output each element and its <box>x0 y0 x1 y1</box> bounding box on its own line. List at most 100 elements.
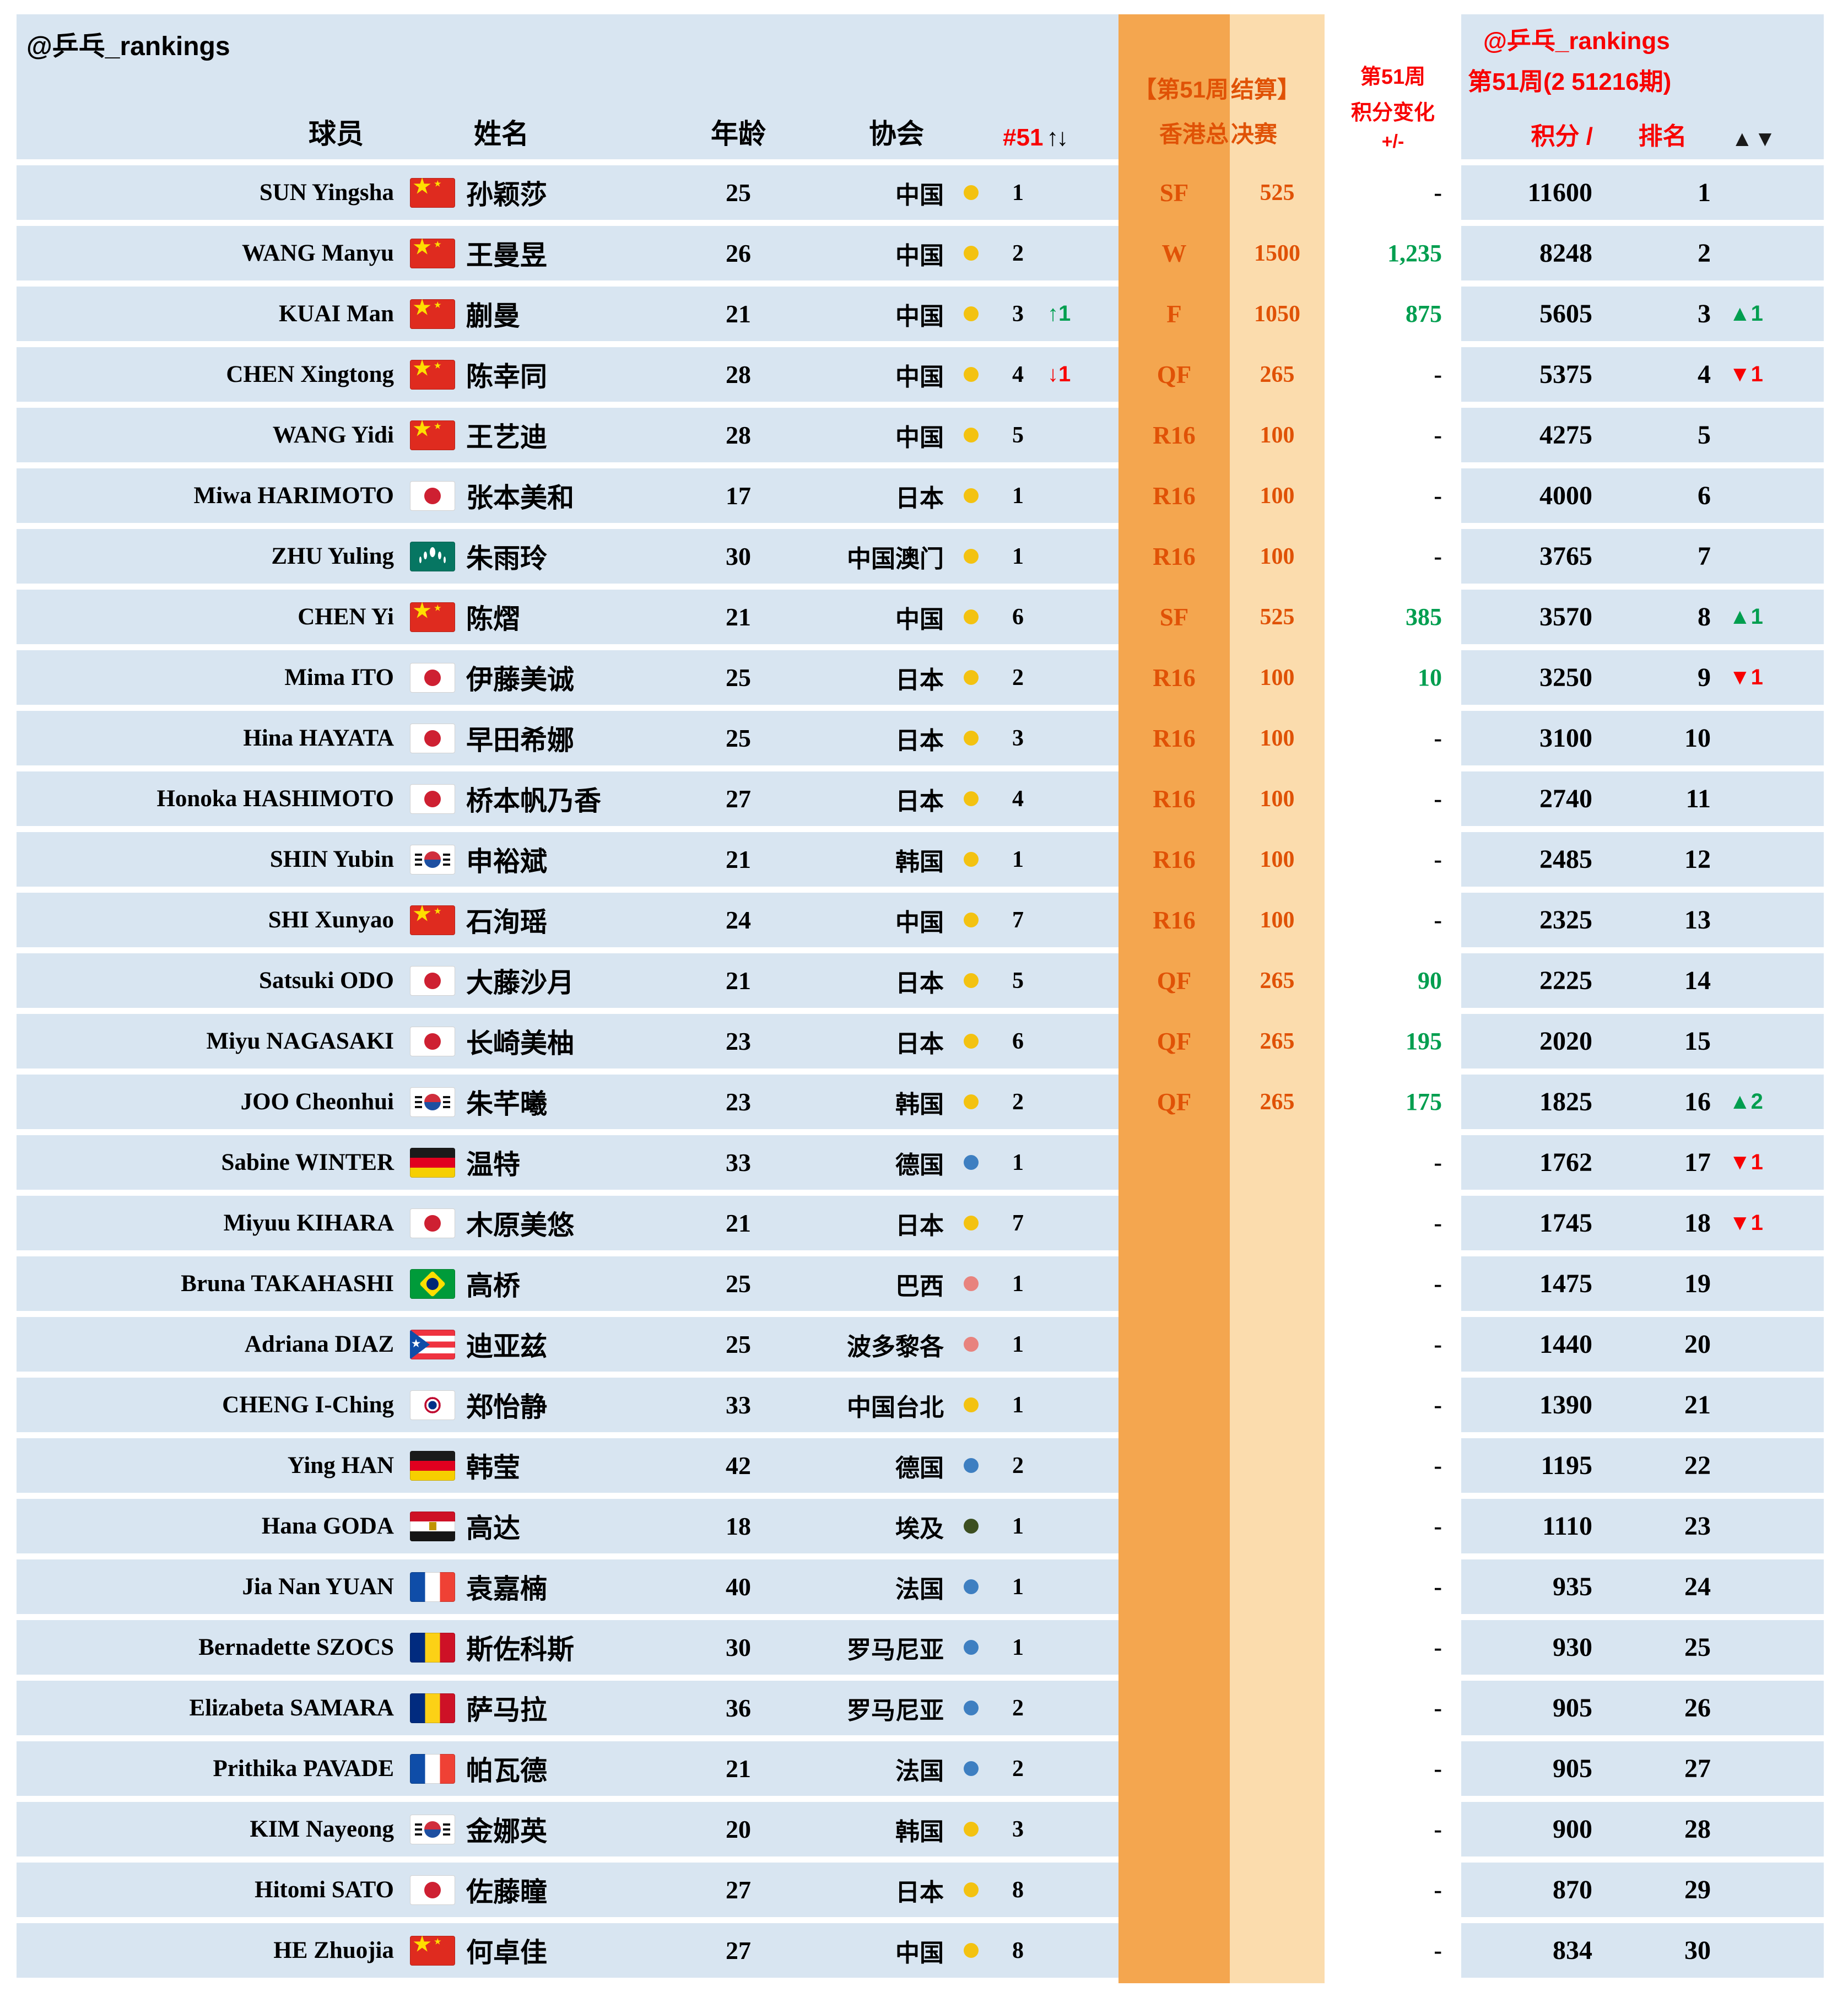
continent-dot <box>964 1761 979 1776</box>
week-points-change: - <box>1434 1270 1442 1297</box>
col-header-right-block: @乒乓_rankings 第51周(2 51216期) 积分 / 排名 ▲▼ <box>1461 14 1824 159</box>
flag-ro-icon <box>410 1693 455 1723</box>
flag-jp-icon <box>410 481 455 511</box>
event-points: 100 <box>1260 907 1295 933</box>
flag-fr-icon <box>410 1753 455 1784</box>
player-name-cn: 萨马拉 <box>463 1681 694 1735</box>
week-points-change: - <box>1434 1331 1442 1358</box>
world-rank: 8 <box>1601 590 1725 644</box>
flag-cn-icon <box>410 905 455 935</box>
association-rank: 3 <box>992 1802 1044 1856</box>
player-name-en: Mima ITO <box>17 650 402 705</box>
player-name-cn: 张本美和 <box>463 468 694 523</box>
flag-cell <box>402 650 463 705</box>
week-points-change: - <box>1434 1452 1442 1479</box>
association-name: 法国 <box>782 1559 950 1614</box>
flag-cell <box>402 953 463 1008</box>
world-rank: 22 <box>1601 1438 1725 1493</box>
player-name-cn: 早田希娜 <box>463 711 694 765</box>
table-row: Mima ITO 伊藤美诚 25 日本 2 R16 100 10 3250 9 … <box>17 650 1824 705</box>
world-rank: 17 <box>1601 1135 1725 1190</box>
rank-change-arrows-icon: ▲▼ <box>1731 127 1777 151</box>
flag-cell <box>402 1378 463 1432</box>
world-rank: 13 <box>1601 893 1725 947</box>
points-change-header-line2: 积分变化 <box>1350 101 1435 125</box>
association-rank: 6 <box>992 590 1044 644</box>
player-age: 17 <box>694 468 782 523</box>
player-name-en: SHIN Yubin <box>17 832 402 887</box>
player-age: 20 <box>694 1802 782 1856</box>
player-name-en: CHEN Xingtong <box>17 347 402 402</box>
association-rank-change <box>1044 1559 1118 1614</box>
flag-cn-icon <box>410 177 455 208</box>
player-age: 21 <box>694 590 782 644</box>
player-name-en: KIM Nayeong <box>17 1802 402 1856</box>
total-points: 8248 <box>1461 226 1601 280</box>
association-rank: 5 <box>992 408 1044 462</box>
event-round: W <box>1161 239 1187 267</box>
flag-cell <box>402 1196 463 1250</box>
event-points: 100 <box>1260 543 1295 569</box>
association-rank-change <box>1044 1802 1118 1856</box>
total-points: 1195 <box>1461 1438 1601 1493</box>
player-age: 30 <box>694 1620 782 1675</box>
total-points: 2020 <box>1461 1014 1601 1068</box>
table-row: ZHU Yuling 朱雨玲 30 中国澳门 1 R16 100 - 3765 … <box>17 529 1824 584</box>
world-rank: 27 <box>1601 1741 1725 1796</box>
player-name-cn: 木原美悠 <box>463 1196 694 1250</box>
total-points: 2740 <box>1461 771 1601 826</box>
rank-change <box>1725 1499 1824 1553</box>
player-name-cn: 王曼昱 <box>463 226 694 280</box>
event-round: R16 <box>1153 542 1196 570</box>
flag-eg-icon <box>410 1511 455 1541</box>
event-points <box>1230 1620 1325 1675</box>
dot-cell <box>950 226 992 280</box>
dot-cell <box>950 1681 992 1735</box>
dot-cell <box>950 953 992 1008</box>
total-points: 2485 <box>1461 832 1601 887</box>
event-round: F <box>1166 300 1182 328</box>
dot-cell <box>950 1438 992 1493</box>
association-rank-change <box>1044 1923 1118 1978</box>
week-points-change: - <box>1434 1391 1442 1418</box>
event-points <box>1230 1256 1325 1311</box>
total-points: 870 <box>1461 1863 1601 1917</box>
event-round <box>1118 1802 1230 1856</box>
event-points <box>1230 1135 1325 1190</box>
event-round: R16 <box>1153 724 1196 752</box>
total-points: 3570 <box>1461 590 1601 644</box>
continent-dot <box>964 1155 979 1170</box>
rank-change <box>1725 1741 1824 1796</box>
col-header-event-round: 【第51周 香港总 <box>1118 14 1230 159</box>
total-points: 1825 <box>1461 1075 1601 1129</box>
continent-dot <box>964 1458 979 1473</box>
col-header-points-change: 第51周 积分变化 +/- <box>1325 14 1461 159</box>
flag-pr-icon <box>410 1329 455 1359</box>
world-rank: 18 <box>1601 1196 1725 1250</box>
association-rank: 1 <box>992 1317 1044 1372</box>
world-rank: 21 <box>1601 1378 1725 1432</box>
dot-cell <box>950 650 992 705</box>
dot-cell <box>950 1863 992 1917</box>
player-age: 24 <box>694 893 782 947</box>
association-name: 日本 <box>782 650 950 705</box>
col-header-event-points: 结算】 决赛 <box>1230 14 1325 159</box>
event-points <box>1230 1923 1325 1978</box>
flag-cell <box>402 1741 463 1796</box>
world-rank: 26 <box>1601 1681 1725 1735</box>
association-rank-change <box>1044 832 1118 887</box>
association-rank-change <box>1044 1863 1118 1917</box>
flag-cn-icon <box>410 602 455 632</box>
continent-dot <box>964 306 979 321</box>
flag-cell <box>402 1014 463 1068</box>
total-points: 1745 <box>1461 1196 1601 1250</box>
event-round: QF <box>1157 967 1192 995</box>
week-points-change: - <box>1434 361 1442 388</box>
player-age: 33 <box>694 1135 782 1190</box>
table-row: Honoka HASHIMOTO 桥本帆乃香 27 日本 4 R16 100 -… <box>17 771 1824 826</box>
total-points: 3100 <box>1461 711 1601 765</box>
association-name: 中国 <box>782 590 950 644</box>
world-rank: 11 <box>1601 771 1725 826</box>
flag-jp-icon <box>410 662 455 693</box>
